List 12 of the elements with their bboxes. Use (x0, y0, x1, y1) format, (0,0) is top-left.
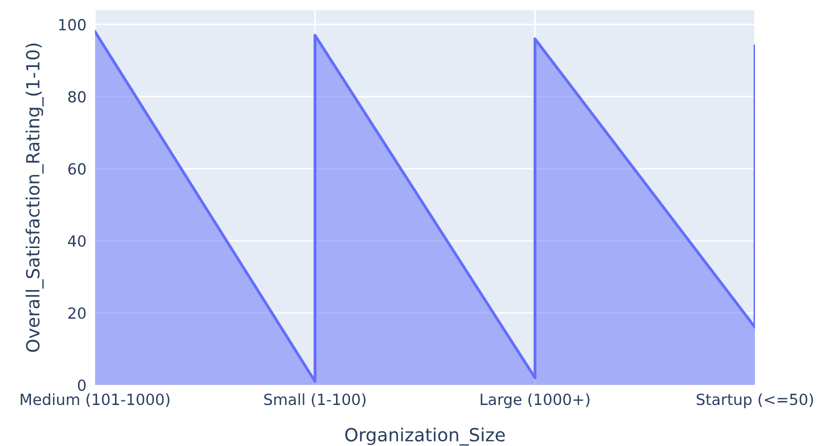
y-tick-label: 100 (59, 18, 86, 30)
y-tick-label: 80 (68, 91, 86, 103)
x-tick-label: Startup (<=50) (696, 393, 813, 408)
x-tick-label: Large (1000+) (480, 393, 590, 408)
y-tick-label: 20 (68, 307, 86, 319)
y-tick-label: 60 (68, 163, 86, 175)
y-tick-label: 0 (78, 379, 86, 392)
x-tick-label: Small (1-100) (264, 393, 366, 407)
x-axis-title: Organization_Size (345, 428, 505, 446)
x-tick-label: Medium (101-1000) (20, 393, 170, 407)
y-tick-label: 40 (68, 235, 86, 247)
y-axis-title: Overall_Satisfaction_Rating_(1-10) (26, 44, 44, 352)
